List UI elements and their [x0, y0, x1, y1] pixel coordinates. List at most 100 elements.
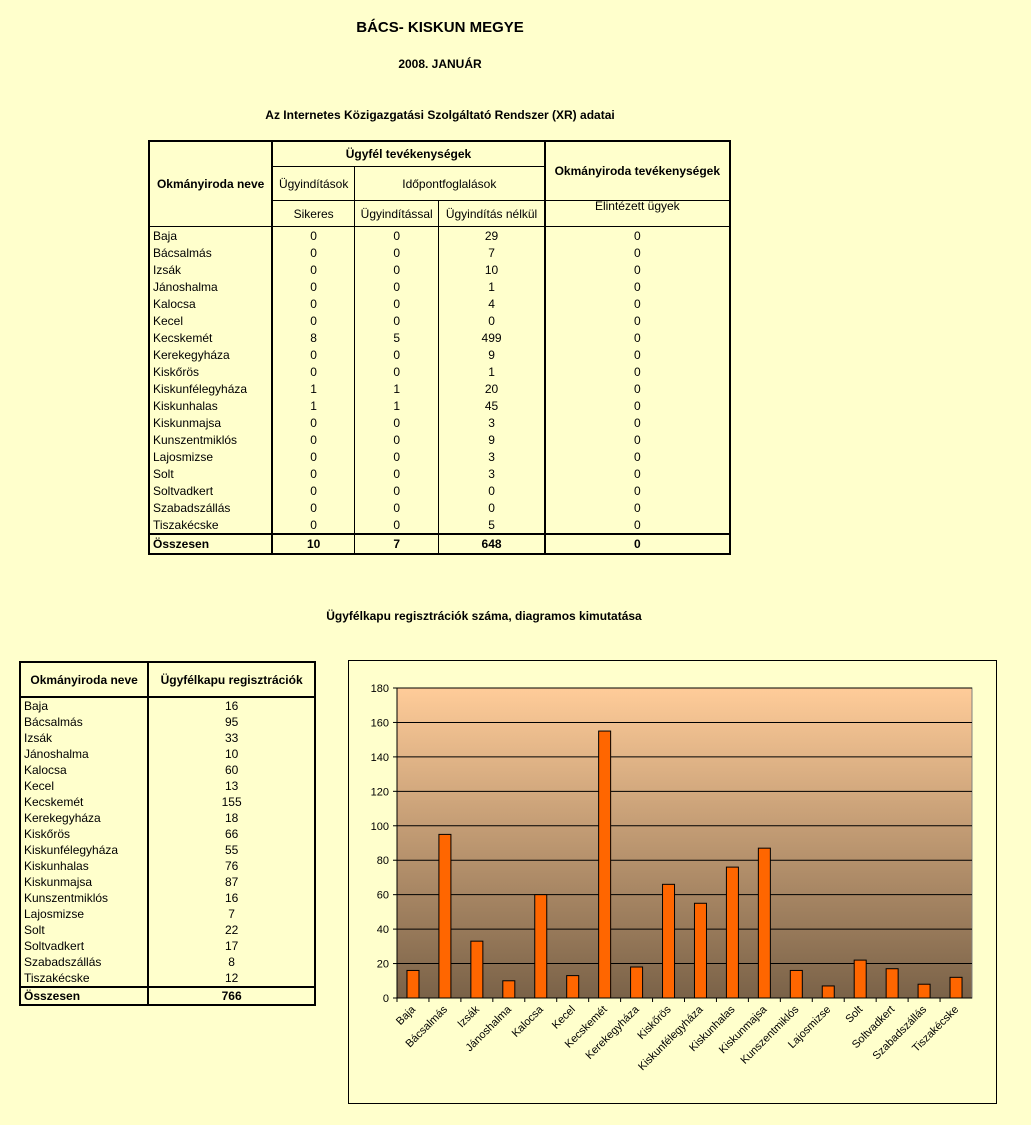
office-name-cell: Szabadszállás [18, 954, 150, 970]
without-cell: 45 [438, 397, 546, 414]
success-cell: 0 [271, 431, 355, 448]
done-cell: 0 [544, 329, 731, 346]
done-cell: 0 [544, 448, 731, 465]
done-cell: 0 [544, 363, 731, 380]
without-cell: 3 [438, 465, 546, 482]
office-name-cell: Kiskunfélegyháza [148, 380, 274, 397]
bar [917, 983, 931, 999]
table1-title: Az Internetes Közigazgatási Szolgáltató … [265, 108, 615, 122]
table-row: Kerekegyháza 18 [18, 810, 316, 826]
table-row: Tiszakécske 12 [18, 970, 316, 987]
col-done-header: Elintézett ügyek [544, 192, 731, 219]
registration-count-cell: 18 [147, 810, 316, 826]
table-row: Kalocsa 60 [18, 762, 316, 778]
office-name-cell: Lajosmizse [18, 906, 150, 922]
registration-count-cell: 66 [147, 826, 316, 842]
total-registrations: 766 [147, 986, 316, 1005]
bar [757, 847, 771, 999]
table-row: Jánoshalma 0 0 1 0 [148, 278, 731, 295]
period-title: 2008. JANUÁR [398, 57, 482, 71]
col-office-header: Okmányiroda neve [148, 140, 274, 227]
done-cell: 0 [544, 465, 731, 482]
plot-area [396, 687, 973, 999]
done-cell: 0 [544, 397, 731, 414]
without-cell: 0 [438, 312, 546, 329]
col-success-header: Sikeres [271, 200, 355, 227]
registration-count-cell: 16 [147, 890, 316, 906]
bar [534, 894, 548, 999]
table-row: Izsák 0 0 10 0 [148, 261, 731, 278]
table-row: Kecel 13 [18, 778, 316, 794]
bar [502, 980, 516, 999]
table-row: Kerekegyháza 0 0 9 0 [148, 346, 731, 363]
done-cell: 0 [544, 295, 731, 312]
xr-data-table: Okmányiroda neve Ügyfél tevékenységek Ok… [148, 140, 731, 555]
office-name-cell: Izsák [18, 730, 150, 746]
y-tick-label: 180 [371, 683, 389, 695]
with-cell: 0 [353, 346, 440, 363]
with-cell: 5 [353, 329, 440, 346]
county-title: BÁCS- KISKUN MEGYE [356, 19, 524, 36]
office-name-cell: Bácsalmás [18, 714, 150, 730]
with-cell: 0 [353, 261, 440, 278]
registration-count-cell: 16 [147, 697, 316, 714]
y-tick-label: 60 [377, 890, 389, 902]
table-row: Jánoshalma 10 [18, 746, 316, 762]
done-cell: 0 [544, 261, 731, 278]
registration-count-cell: 17 [147, 938, 316, 954]
office-name-cell: Kalocsa [18, 762, 150, 778]
total-label: Összesen [18, 986, 150, 1005]
without-cell: 0 [438, 499, 546, 516]
with-cell: 0 [353, 278, 440, 295]
registration-count-cell: 7 [147, 906, 316, 922]
table-row: Kunszentmiklós 16 [18, 890, 316, 906]
done-cell: 0 [544, 499, 731, 516]
table-row: Soltvadkert 0 0 0 0 [148, 482, 731, 499]
registration-count-cell: 33 [147, 730, 316, 746]
bar [598, 730, 612, 999]
table-row: Kiskunhalas 1 1 45 0 [148, 397, 731, 414]
office-name-cell: Kalocsa [148, 295, 274, 312]
success-cell: 0 [271, 448, 355, 465]
with-cell: 0 [353, 431, 440, 448]
office-name-cell: Solt [18, 922, 150, 938]
bar [630, 966, 644, 999]
table-row: Kalocsa 0 0 4 0 [148, 295, 731, 312]
group-client-header: Ügyfél tevékenységek [271, 140, 546, 167]
total-with: 7 [353, 533, 440, 555]
done-cell: 0 [544, 226, 731, 244]
x-tick-label: Baja [394, 1003, 419, 1028]
y-tick-label: 100 [371, 821, 389, 833]
registration-count-cell: 13 [147, 778, 316, 794]
table-row: Bácsalmás 95 [18, 714, 316, 730]
done-cell: 0 [544, 346, 731, 363]
bar [438, 833, 452, 999]
total-row: Összesen 10 7 648 0 [148, 533, 731, 555]
table-row: Kecskemét 8 5 499 0 [148, 329, 731, 346]
table-row: Soltvadkert 17 [18, 938, 316, 954]
office-name-cell: Kiskunhalas [18, 858, 150, 874]
with-cell: 0 [353, 516, 440, 534]
office-name-cell: Izsák [148, 261, 274, 278]
with-cell: 0 [353, 312, 440, 329]
office-name-cell: Kerekegyháza [148, 346, 274, 363]
with-cell: 0 [353, 465, 440, 482]
y-tick-label: 120 [371, 786, 389, 798]
table-row: Kiskunmajsa 87 [18, 874, 316, 890]
with-cell: 0 [353, 226, 440, 244]
with-cell: 0 [353, 244, 440, 261]
table-row: Kunszentmiklós 0 0 9 0 [148, 431, 731, 448]
success-cell: 0 [271, 261, 355, 278]
office-name-cell: Kerekegyháza [18, 810, 150, 826]
success-cell: 0 [271, 244, 355, 261]
success-cell: 0 [271, 312, 355, 329]
total-done: 0 [544, 533, 731, 555]
registration-count-cell: 8 [147, 954, 316, 970]
office-name-cell: Tiszakécske [148, 516, 274, 534]
done-cell: 0 [544, 244, 731, 261]
office-name-cell: Soltvadkert [148, 482, 274, 499]
table-row: Kecskemét 155 [18, 794, 316, 810]
sub-start-header: Ügyindítások [271, 166, 355, 201]
success-cell: 0 [271, 414, 355, 431]
